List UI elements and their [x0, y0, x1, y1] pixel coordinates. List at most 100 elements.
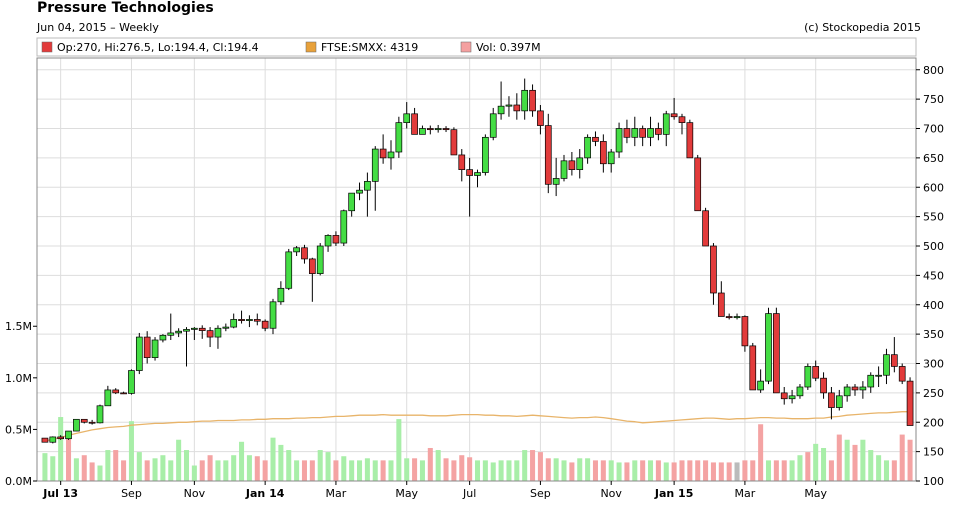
time-tick-label: Nov: [600, 487, 622, 500]
candle-body: [733, 316, 741, 319]
candle-body: [301, 247, 308, 260]
volume-bar: [750, 460, 756, 481]
volume-bar: [396, 419, 402, 481]
candle-body: [670, 113, 678, 118]
candle-body: [238, 319, 245, 321]
candle-body: [269, 301, 277, 329]
volume-bar: [372, 460, 378, 481]
volume-tick-label: 1.0M: [5, 372, 32, 385]
candle-body: [466, 169, 473, 176]
volume-bar: [317, 450, 323, 481]
index-line: [44, 411, 911, 442]
price-tick-label: 500: [923, 240, 944, 253]
candle-body: [835, 395, 843, 408]
volume-bar: [199, 460, 205, 481]
price-axis: 100 150 200 250 300 350 400 450 500 550 600 650 700 7…: [916, 64, 944, 488]
volume-bar: [364, 458, 370, 481]
candle-body: [143, 336, 151, 358]
candle-body: [686, 122, 694, 159]
volume-bar: [537, 452, 543, 481]
volume-axis: 0.0M 0.5M 1.0M 1.5M: [5, 320, 37, 488]
volume-bar: [160, 455, 166, 481]
candle-body: [206, 330, 214, 338]
volume-bar: [73, 458, 79, 481]
chart-title: Pressure Technologies: [37, 0, 214, 16]
volume-bar: [569, 462, 575, 481]
volume-bar: [333, 460, 339, 481]
volume-bar: [907, 439, 913, 481]
volume-bar: [577, 458, 583, 481]
candle-body: [828, 392, 835, 408]
volume-bar: [608, 460, 614, 481]
volume-bar: [301, 460, 307, 481]
volume-bar: [616, 462, 622, 481]
legend-index-label: FTSE:SMXX: 4319: [321, 41, 418, 54]
candle-body: [537, 110, 544, 126]
volume-bar: [671, 462, 677, 481]
volume-bar: [191, 465, 197, 481]
candle-body: [348, 192, 356, 212]
volume-bar: [168, 460, 174, 481]
price-tick-label: 250: [923, 387, 944, 400]
volume-bar: [891, 460, 897, 481]
price-tick-label: 650: [923, 152, 944, 165]
volume-bar: [813, 443, 819, 481]
candle-body: [521, 89, 529, 112]
volume-bar: [624, 462, 630, 481]
candle-body: [655, 128, 662, 135]
candle-body: [442, 128, 450, 131]
candle-body: [898, 366, 906, 382]
volume-bar: [860, 439, 866, 481]
volume-bar: [443, 458, 449, 481]
volume-bar: [113, 450, 119, 481]
candle-body: [120, 392, 127, 395]
volume-bar: [899, 434, 905, 481]
volume-bar: [695, 460, 701, 481]
candle-body: [88, 421, 96, 424]
volume-bar: [412, 458, 418, 481]
volume-bar: [286, 450, 292, 481]
candle-body: [340, 210, 348, 244]
candle-body: [65, 430, 72, 440]
volume-bar: [545, 458, 551, 481]
volume-bar: [435, 450, 441, 481]
candle-body: [167, 332, 175, 336]
volume-bar: [663, 462, 669, 481]
candle-body: [662, 113, 670, 135]
candle-body: [324, 235, 332, 247]
candle-body: [576, 157, 584, 170]
volume-bar: [42, 453, 48, 481]
candle-body: [529, 89, 536, 112]
candle-body: [631, 128, 639, 138]
volume-bar: [380, 460, 386, 481]
time-tick-label: Jan 15: [654, 487, 693, 500]
volume-bar: [50, 456, 56, 481]
candle-body: [73, 418, 80, 432]
candle-body: [489, 113, 497, 138]
legend-swatch-volume: [460, 41, 472, 53]
volume-bar: [97, 465, 103, 481]
volume-bar: [246, 455, 252, 481]
candle-body: [128, 370, 135, 394]
volume-bar: [805, 452, 811, 481]
candle-body: [230, 319, 238, 328]
volume-bar: [341, 456, 347, 481]
price-tick-label: 700: [923, 123, 944, 136]
volume-bar: [718, 462, 724, 481]
candle-body: [411, 113, 418, 135]
volume-bar: [632, 460, 638, 481]
volume-bar: [207, 455, 213, 481]
volume-bar: [883, 460, 889, 481]
volume-bar: [254, 456, 260, 481]
candle-body: [875, 374, 882, 377]
candle-body: [717, 292, 725, 317]
time-tick-label: May: [395, 487, 418, 500]
volume-bar: [514, 460, 520, 481]
candle-body: [584, 136, 591, 159]
volume-bar: [357, 460, 363, 481]
candle-body: [482, 136, 489, 173]
candle-body: [623, 128, 631, 138]
price-tick-label: 600: [923, 181, 944, 194]
volume-bar: [349, 460, 355, 481]
candle-body: [851, 386, 859, 391]
